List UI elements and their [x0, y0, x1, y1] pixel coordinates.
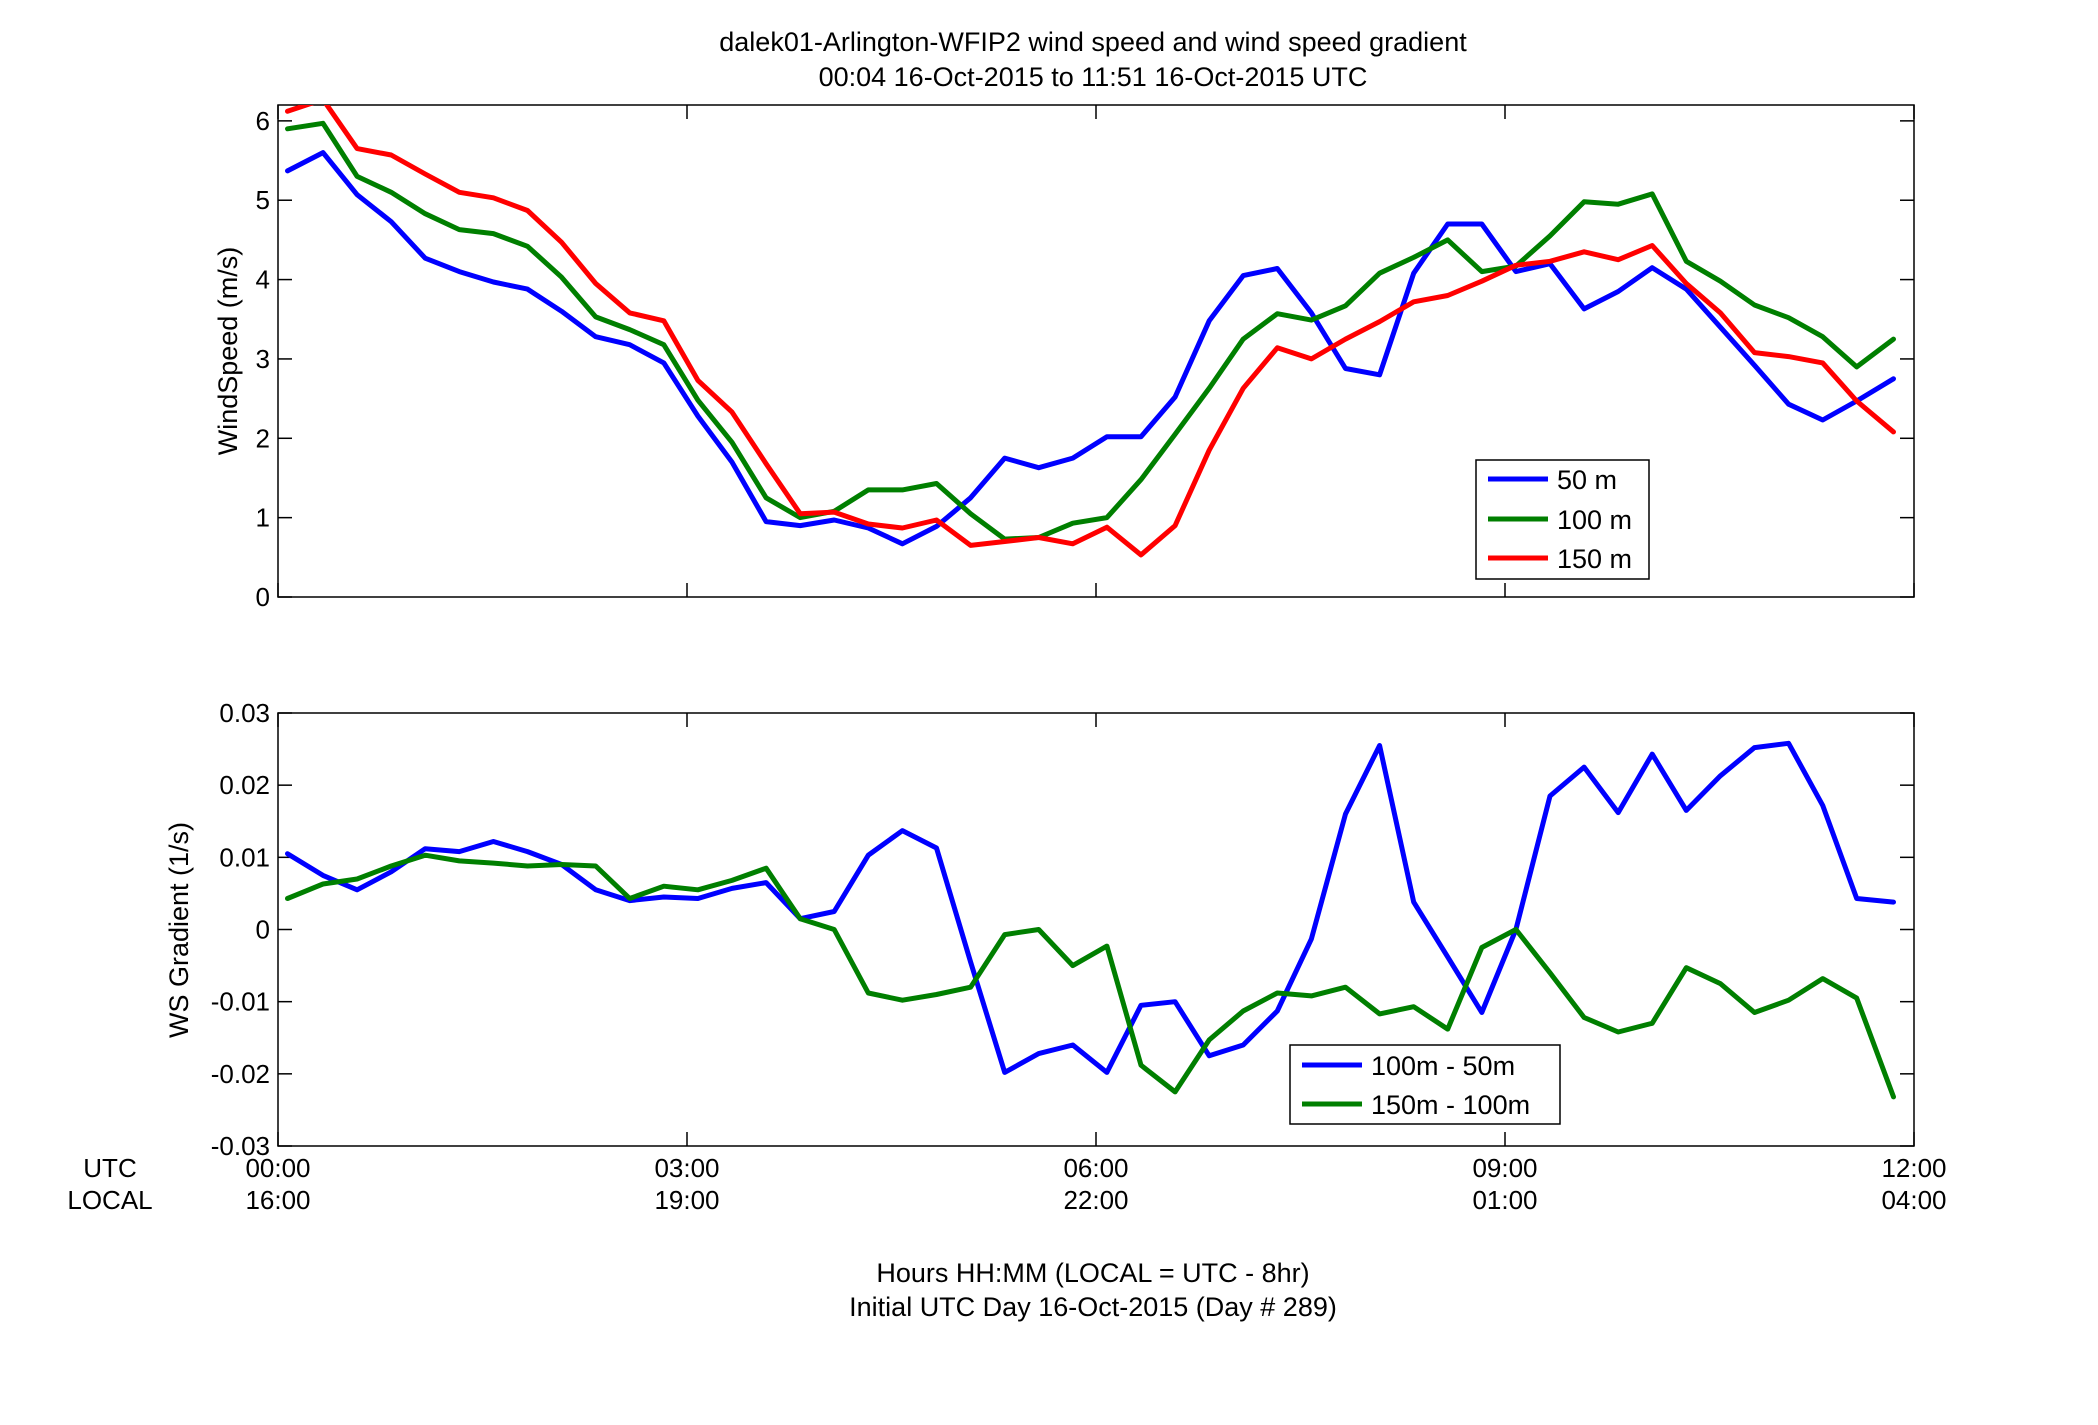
windspeed-series-group: [285, 105, 1896, 558]
x-row-label-local: LOCAL: [67, 1185, 152, 1215]
legend-label-150m: 150 m: [1557, 544, 1632, 574]
gradient-ytick-label: 0.01: [219, 842, 270, 872]
x-tick-label-utc: 00:00: [245, 1153, 310, 1183]
series-line-150m-100m: [285, 852, 1896, 1100]
gradient-ytick-label: 0: [256, 915, 270, 945]
windspeed-legend: 50 m 100 m 150 m: [1475, 459, 1650, 580]
gradient-ytick-label: 0.03: [219, 698, 270, 728]
series-line-100-m: [285, 120, 1896, 542]
x-tick-label-utc: 12:00: [1881, 1153, 1946, 1183]
series-line-50-m: [285, 150, 1896, 547]
chart-title-line1: dalek01-Arlington-WFIP2 wind speed and w…: [719, 27, 1467, 57]
x-tick-label-local: 16:00: [245, 1185, 310, 1215]
gradient-ytick-label: 0.02: [219, 770, 270, 800]
windspeed-ytick-label: 3: [256, 344, 270, 374]
windspeed-panel: 0 1 2 3 4 5 6 WindSpeed (m/s) 50 m 100 m 150 m: [213, 104, 1915, 612]
x-tick-label-local: 01:00: [1472, 1185, 1537, 1215]
x-tick-label-local: 19:00: [654, 1185, 719, 1215]
windspeed-ytick-label: 6: [256, 106, 270, 136]
gradient-ytick-label: -0.01: [211, 987, 270, 1017]
x-axis-label-line2: Initial UTC Day 16-Oct-2015 (Day # 289): [849, 1292, 1337, 1322]
legend-label-50m: 50 m: [1557, 465, 1617, 495]
x-tick-label-local: 22:00: [1063, 1185, 1128, 1215]
gradient-series-group: [285, 740, 1896, 1100]
legend-label-150m-100m: 150m - 100m: [1371, 1090, 1530, 1120]
x-tick-label-utc: 06:00: [1063, 1153, 1128, 1183]
x-tick-label-local: 04:00: [1881, 1185, 1946, 1215]
windspeed-ytick-label: 2: [256, 423, 270, 453]
gradient-legend: 100m - 50m 150m - 100m: [1289, 1044, 1561, 1125]
x-row-label-utc: UTC: [83, 1153, 136, 1183]
gradient-y-axis-label: WS Gradient (1/s): [164, 822, 194, 1038]
windspeed-ytick-label: 4: [256, 265, 270, 295]
x-tick-label-utc: 09:00: [1472, 1153, 1537, 1183]
windspeed-ytick-label: 0: [256, 582, 270, 612]
windspeed-y-axis-label: WindSpeed (m/s): [213, 247, 243, 456]
chart-title-line2: 00:04 16-Oct-2015 to 11:51 16-Oct-2015 U…: [819, 62, 1368, 92]
windspeed-axis-ticks: 0 1 2 3 4 5 6: [256, 105, 1915, 612]
gradient-axis-ticks: -0.03 -0.02 -0.01 0 0.01 0.02 0.03: [211, 698, 1915, 1161]
gradient-panel: -0.03 -0.02 -0.01 0 0.01 0.02 0.03 WS Gradient…: [164, 698, 1915, 1161]
series-line-150-m: [285, 105, 1896, 558]
gradient-legend-box: [1289, 1044, 1561, 1125]
windspeed-ytick-label: 1: [256, 503, 270, 533]
x-tick-label-utc: 03:00: [654, 1153, 719, 1183]
legend-label-100m: 100 m: [1557, 505, 1632, 535]
legend-label-100m-50m: 100m - 50m: [1371, 1051, 1515, 1081]
x-axis-label-line1: Hours HH:MM (LOCAL = UTC - 8hr): [876, 1258, 1309, 1288]
windspeed-ytick-label: 5: [256, 185, 270, 215]
gradient-ytick-label: -0.03: [211, 1131, 270, 1161]
gradient-ytick-label: -0.02: [211, 1059, 270, 1089]
